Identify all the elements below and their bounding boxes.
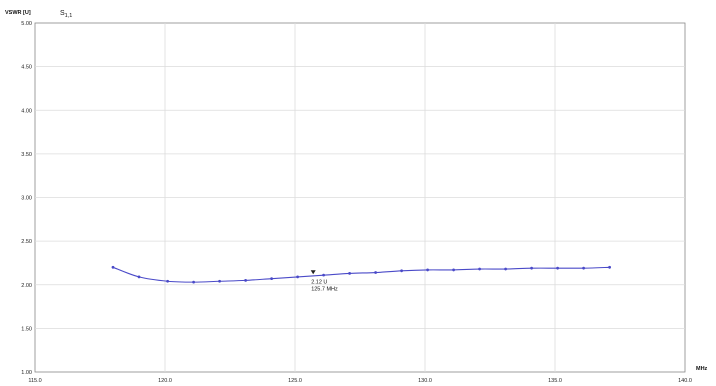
x-tick-label: 140.0 — [678, 378, 692, 384]
data-point — [244, 278, 248, 282]
y-tick-label: 2.50 — [21, 239, 32, 245]
series-line — [112, 266, 610, 283]
data-point — [452, 268, 455, 272]
data-point — [137, 275, 141, 279]
y-tick-label: 2.00 — [21, 283, 32, 289]
data-point — [400, 269, 403, 273]
data-point — [582, 266, 585, 270]
data-point — [270, 277, 273, 281]
y-tick-label: 1.00 — [21, 370, 32, 376]
y-tick-label: 5.00 — [21, 21, 32, 27]
marker-freq-label: 125.7 MHz — [311, 286, 338, 292]
data-point — [166, 279, 170, 283]
data-point — [556, 266, 559, 270]
y-tick-label: 1.50 — [21, 326, 32, 332]
x-tick-label: 130.0 — [418, 378, 432, 384]
y-tick-label: 4.50 — [21, 65, 32, 71]
data-point — [504, 267, 507, 271]
y-tick-label: 3.50 — [21, 152, 32, 158]
data-point — [426, 268, 429, 272]
x-tick-label: 120.0 — [158, 378, 172, 384]
x-tick-label: 135.0 — [548, 378, 562, 384]
data-point — [322, 273, 325, 277]
data-point — [218, 279, 222, 283]
tick-labels: 1.00 1.50 2.00 2.50 3.00 3.50 4.00 4.50 5.00 115.… — [21, 21, 692, 384]
series-group — [111, 265, 611, 284]
x-axis-title: MHz — [696, 366, 708, 372]
data-point — [192, 280, 196, 284]
y-axis-title: VSWR [U] — [5, 10, 31, 16]
data-point — [478, 267, 481, 271]
data-point — [530, 266, 533, 270]
series-label: S1,1 — [60, 10, 72, 19]
data-point — [374, 271, 377, 274]
y-tick-label: 3.00 — [21, 196, 32, 202]
marker-triangle[interactable] — [310, 270, 316, 275]
data-point — [111, 265, 115, 269]
data-point — [348, 272, 351, 275]
y-tick-label: 4.00 — [21, 108, 32, 114]
data-point — [296, 275, 299, 279]
x-tick-label: 125.0 — [288, 378, 302, 384]
x-tick-label: 115.0 — [28, 378, 41, 384]
grid — [35, 23, 685, 372]
marker-value-label: 2.12 U — [311, 279, 327, 285]
data-point — [608, 265, 611, 269]
